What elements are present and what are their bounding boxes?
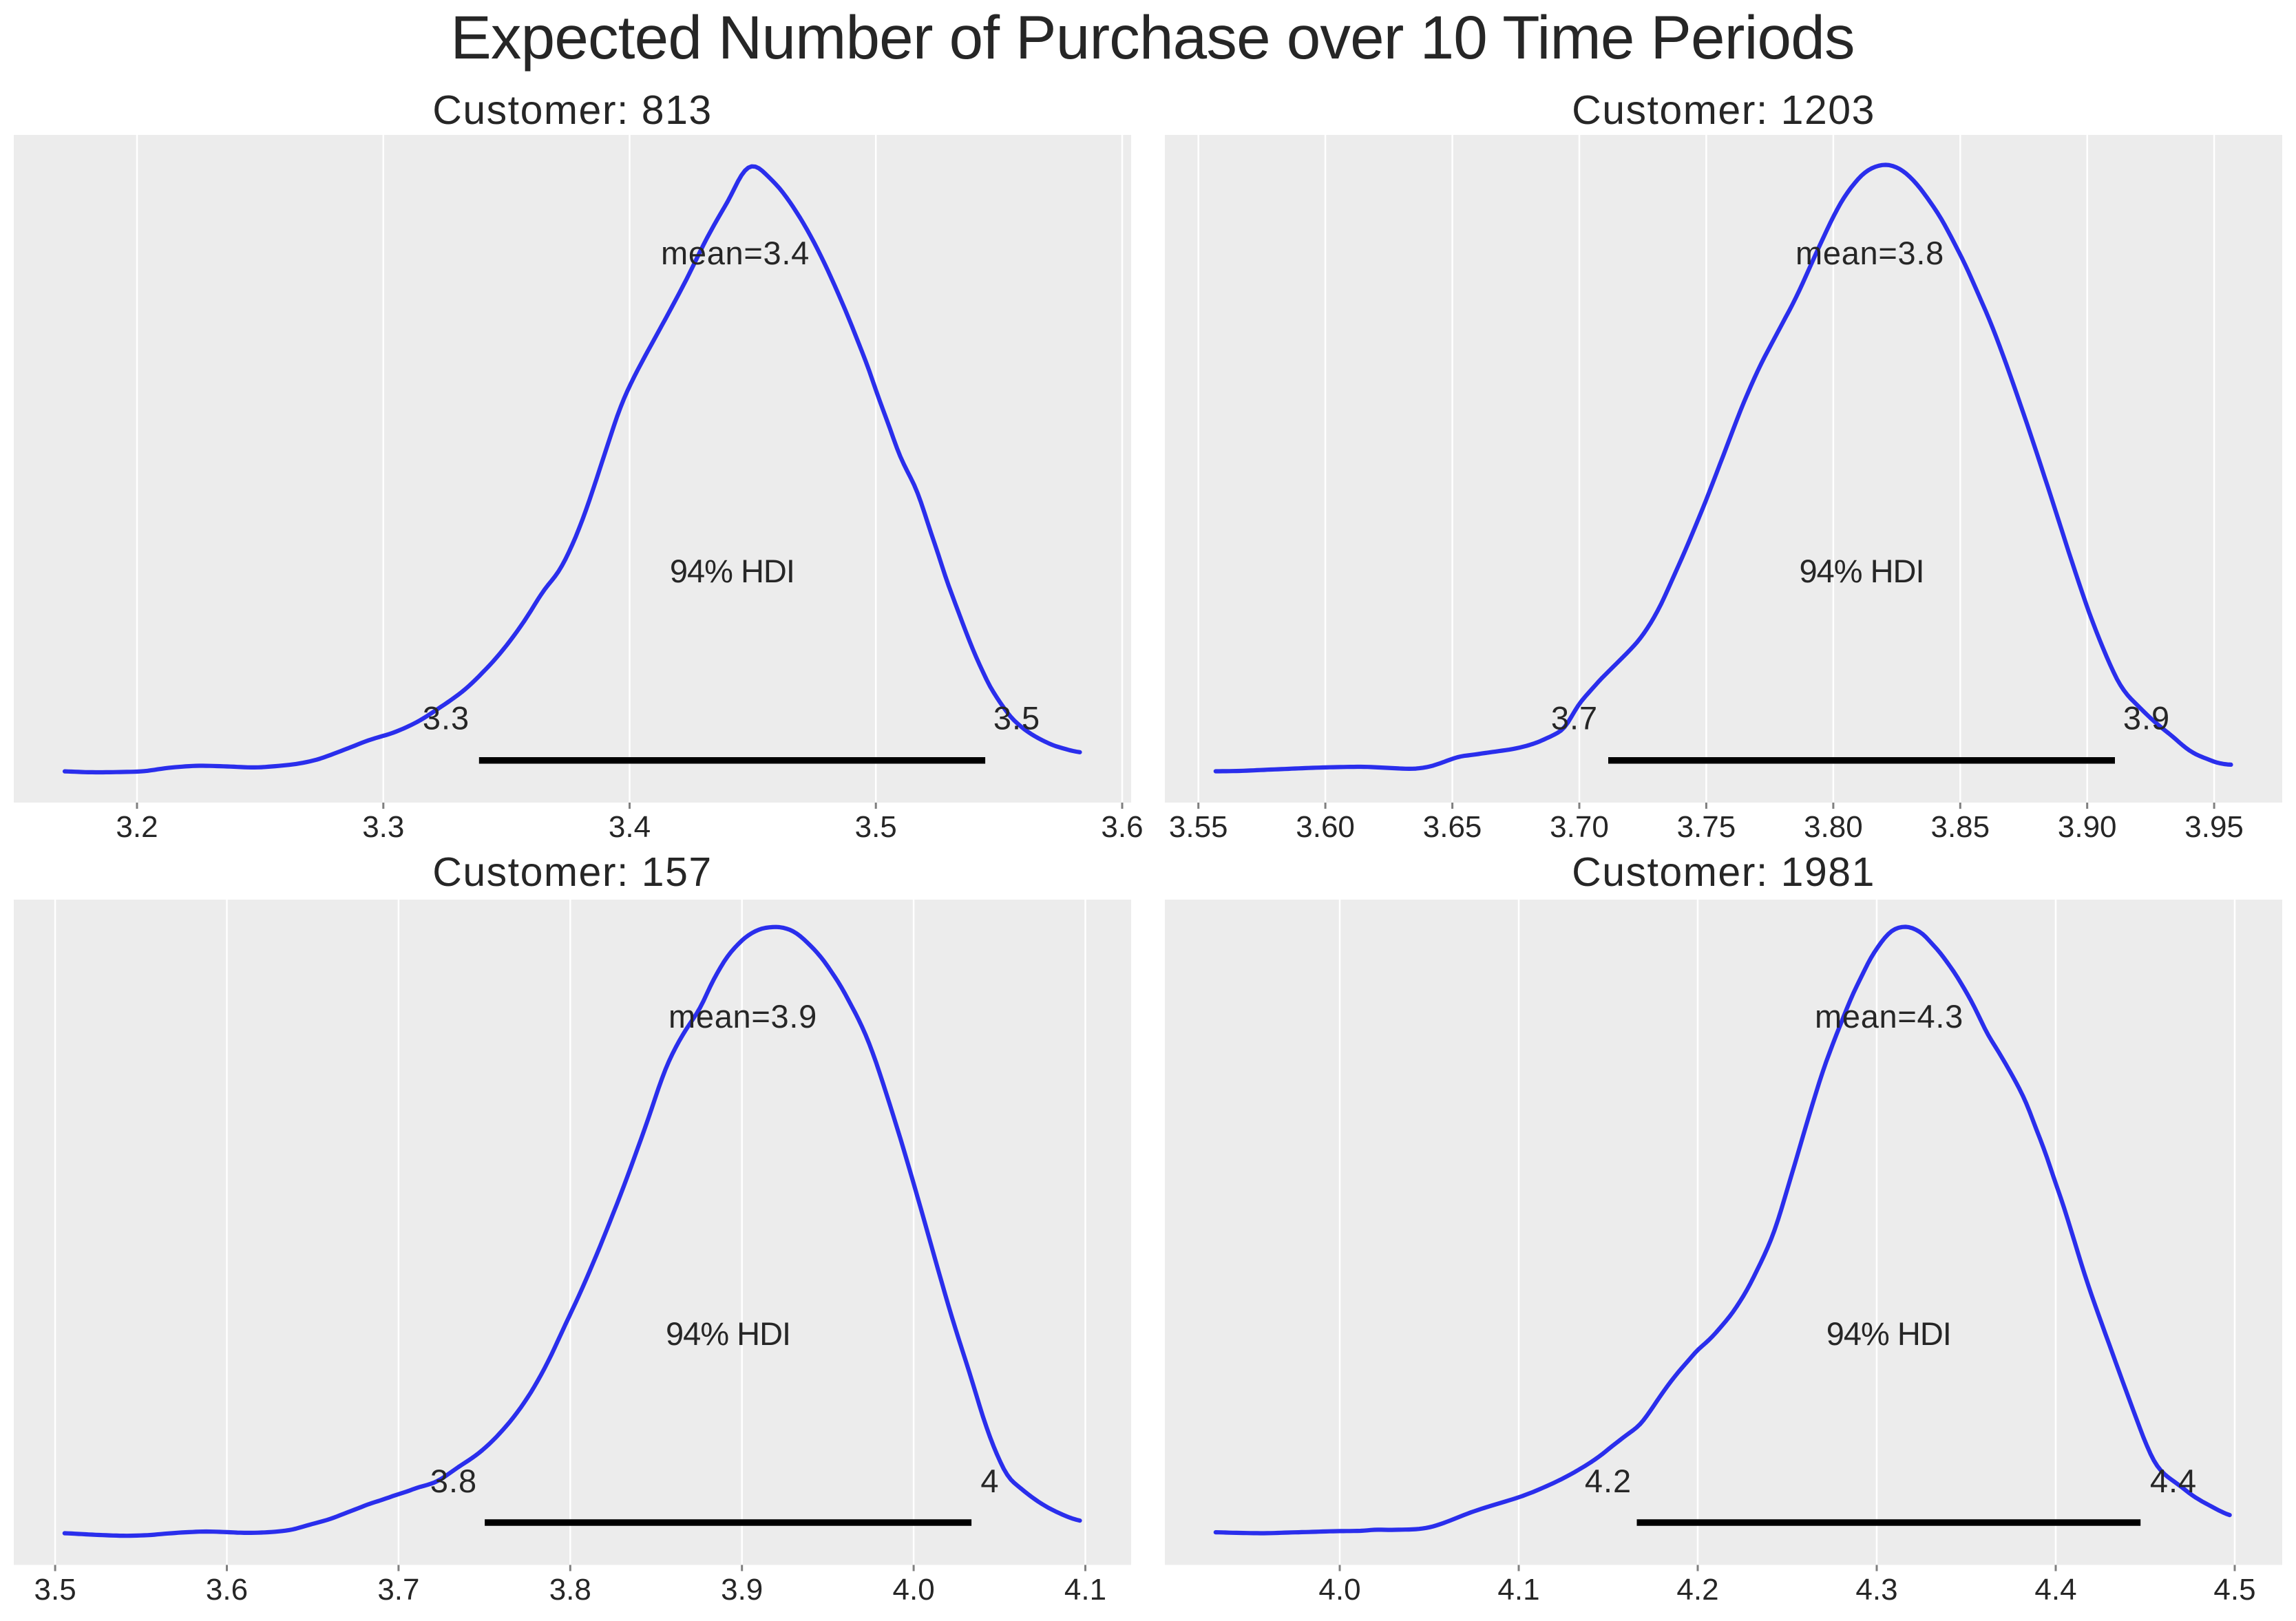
svg-text:3.3: 3.3: [362, 810, 404, 844]
svg-text:94% HDI: 94% HDI: [666, 1315, 790, 1352]
svg-text:3.5: 3.5: [993, 700, 1040, 737]
svg-text:mean=4.3: mean=4.3: [1815, 998, 1963, 1035]
svg-text:3.4: 3.4: [609, 810, 651, 844]
svg-text:4.1: 4.1: [1064, 1573, 1106, 1607]
svg-text:3.6: 3.6: [206, 1573, 248, 1607]
svg-text:4.2: 4.2: [1676, 1573, 1718, 1607]
svg-text:3.55: 3.55: [1169, 810, 1228, 844]
svg-text:3.5: 3.5: [855, 810, 897, 844]
svg-text:3.90: 3.90: [2058, 810, 2117, 844]
svg-text:4.4: 4.4: [2150, 1463, 2197, 1499]
svg-text:4.4: 4.4: [2034, 1573, 2076, 1607]
svg-text:3.8: 3.8: [549, 1573, 591, 1607]
svg-text:4: 4: [980, 1463, 999, 1499]
svg-text:Customer: 1981: Customer: 1981: [1572, 849, 1875, 895]
svg-text:mean=3.9: mean=3.9: [668, 998, 817, 1035]
svg-text:3.60: 3.60: [1296, 810, 1355, 844]
svg-text:3.7: 3.7: [1551, 700, 1598, 737]
svg-text:3.95: 3.95: [2184, 810, 2244, 844]
svg-text:3.65: 3.65: [1423, 810, 1482, 844]
svg-text:4.0: 4.0: [1318, 1573, 1360, 1607]
svg-text:Expected Number of Purchase ov: Expected Number of Purchase over 10 Time…: [450, 3, 1854, 72]
svg-text:Customer: 813: Customer: 813: [432, 87, 712, 133]
svg-text:3.8: 3.8: [430, 1463, 477, 1499]
svg-text:3.9: 3.9: [721, 1573, 763, 1607]
svg-text:3.5: 3.5: [34, 1573, 76, 1607]
svg-text:Customer: 157: Customer: 157: [432, 849, 712, 895]
svg-text:3.9: 3.9: [2123, 700, 2170, 737]
svg-text:3.80: 3.80: [1804, 810, 1863, 844]
svg-text:3.2: 3.2: [116, 810, 158, 844]
svg-text:mean=3.4: mean=3.4: [661, 235, 810, 271]
svg-text:94% HDI: 94% HDI: [670, 553, 794, 589]
svg-text:3.75: 3.75: [1677, 810, 1736, 844]
svg-text:3.6: 3.6: [1101, 810, 1143, 844]
svg-text:4.2: 4.2: [1585, 1463, 1632, 1499]
svg-text:4.0: 4.0: [893, 1573, 935, 1607]
svg-text:3.85: 3.85: [1930, 810, 1990, 844]
svg-text:mean=3.8: mean=3.8: [1795, 235, 1944, 271]
svg-text:4.3: 4.3: [1855, 1573, 1897, 1607]
svg-text:3.3: 3.3: [423, 700, 470, 737]
svg-text:94% HDI: 94% HDI: [1799, 553, 1924, 589]
svg-text:3.70: 3.70: [1550, 810, 1609, 844]
svg-text:3.7: 3.7: [377, 1573, 419, 1607]
svg-text:4.5: 4.5: [2213, 1573, 2255, 1607]
svg-text:94% HDI: 94% HDI: [1826, 1315, 1951, 1352]
svg-text:Customer: 1203: Customer: 1203: [1572, 87, 1875, 133]
svg-text:4.1: 4.1: [1497, 1573, 1539, 1607]
